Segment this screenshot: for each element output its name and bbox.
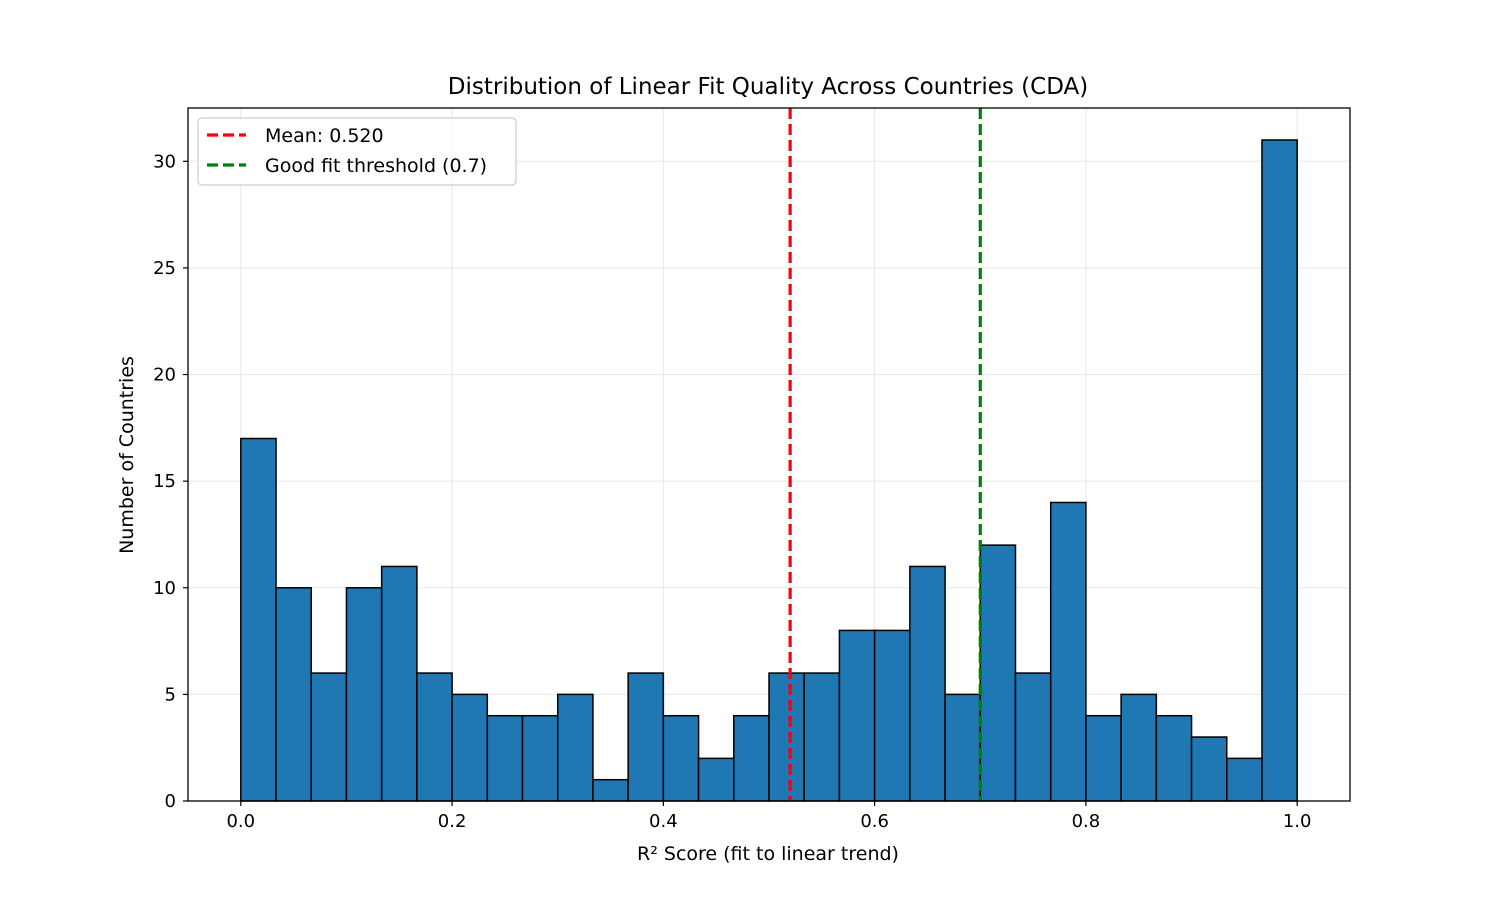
- histogram-bar: [1120, 693, 1158, 802]
- y-axis-ticks: 0 5 10 15 20 25 30: [153, 151, 188, 812]
- x-axis-ticks: 0.0 0.2 0.4 0.6 0.8 1.0: [226, 801, 1312, 832]
- reference-lines: [788, 108, 982, 801]
- histogram-bar: [275, 587, 312, 802]
- histogram-bar: [768, 672, 805, 802]
- histogram-bar: [1261, 139, 1298, 802]
- chart-title: Distribution of Linear Fit Quality Acros…: [448, 74, 1088, 100]
- histogram-bar: [310, 672, 348, 802]
- y-tick-label: 0: [165, 791, 176, 812]
- histogram-bar: [979, 544, 1017, 802]
- histogram-bar: [416, 672, 453, 802]
- x-tick-label: 0.8: [1072, 811, 1101, 832]
- plot-frame: [187, 107, 1351, 802]
- histogram-bar: [838, 629, 876, 802]
- histogram-bar: [733, 714, 770, 802]
- y-axis-label: Number of Countries: [116, 356, 138, 554]
- histogram-bar: [909, 565, 946, 802]
- y-tick-label: 20: [153, 365, 176, 386]
- x-axis-label: R² Score (fit to linear trend): [637, 843, 899, 865]
- x-tick-label: 0.2: [438, 811, 467, 832]
- y-tick-label: 15: [153, 471, 176, 492]
- histogram-bar: [1155, 714, 1193, 802]
- legend-entry-label: Mean: 0.520: [265, 125, 384, 147]
- histogram-bar: [521, 714, 559, 802]
- histogram-bar: [662, 714, 700, 802]
- x-tick-label: 0.4: [649, 811, 678, 832]
- histogram-bar: [592, 778, 629, 802]
- histogram-bar: [451, 693, 489, 802]
- histogram-bar: [803, 672, 841, 802]
- histogram-bar: [873, 629, 911, 802]
- y-tick-label: 30: [153, 151, 176, 172]
- legend: Mean: 0.520 Good fit threshold (0.7): [197, 117, 517, 186]
- histogram-bar: [1049, 501, 1087, 802]
- bars: [240, 139, 1298, 802]
- histogram-bar: [380, 565, 418, 802]
- y-tick-label: 10: [153, 578, 176, 599]
- x-tick-label: 1.0: [1283, 811, 1312, 832]
- histogram-bar: [944, 693, 982, 802]
- histogram-bar: [697, 757, 735, 802]
- histogram-bar: [486, 714, 524, 802]
- x-tick-label: 0.6: [860, 811, 889, 832]
- histogram-bar: [1190, 736, 1228, 802]
- y-tick-label: 25: [153, 258, 176, 279]
- histogram-bar: [1085, 714, 1122, 802]
- histogram-bar: [627, 672, 665, 802]
- x-tick-label: 0.0: [226, 811, 255, 832]
- histogram-bar: [556, 693, 594, 802]
- histogram-bar: [1226, 757, 1263, 802]
- legend-box: [197, 117, 517, 186]
- histogram-bar: [345, 587, 383, 802]
- y-tick-label: 5: [165, 684, 176, 705]
- histogram-bar: [240, 437, 277, 802]
- legend-entry-label: Good fit threshold (0.7): [265, 155, 487, 177]
- histogram-bar: [1014, 672, 1052, 802]
